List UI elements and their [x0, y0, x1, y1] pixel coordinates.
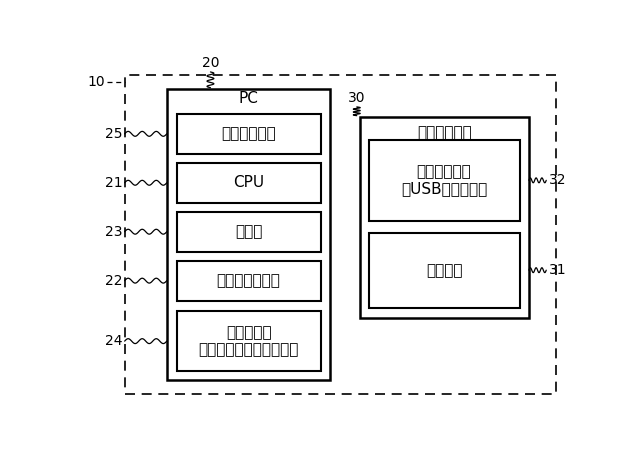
Text: PC: PC — [239, 91, 259, 106]
Text: 30: 30 — [348, 91, 365, 105]
Text: 外部周辺装置: 外部周辺装置 — [417, 126, 472, 141]
Bar — [369, 140, 520, 221]
Text: メモリ: メモリ — [235, 224, 262, 239]
Text: 入出力装置
（マウス、キーボード）: 入出力装置 （マウス、キーボード） — [198, 325, 299, 357]
Bar — [177, 114, 321, 154]
Text: 25: 25 — [105, 127, 122, 141]
Text: 外部記憶装置
（USBメモリ等）: 外部記憶装置 （USBメモリ等） — [401, 164, 487, 197]
Bar — [125, 75, 556, 394]
Text: 22: 22 — [105, 274, 122, 288]
Text: ハードディスク: ハードディスク — [217, 273, 280, 288]
Text: 20: 20 — [202, 56, 219, 70]
Text: 32: 32 — [548, 173, 566, 188]
Text: 24: 24 — [105, 334, 122, 348]
Bar — [177, 163, 321, 203]
Bar — [177, 261, 321, 301]
Text: CPU: CPU — [233, 175, 264, 190]
Bar — [177, 311, 321, 371]
Text: 23: 23 — [105, 225, 122, 239]
Bar — [177, 212, 321, 252]
Bar — [369, 233, 520, 308]
Text: 10: 10 — [87, 75, 105, 89]
Bar — [167, 89, 330, 380]
Text: ディスプレイ: ディスプレイ — [221, 126, 276, 141]
Text: 31: 31 — [548, 263, 566, 277]
Text: プリンタ: プリンタ — [426, 263, 462, 278]
Bar — [360, 118, 529, 318]
Text: 21: 21 — [104, 176, 122, 190]
